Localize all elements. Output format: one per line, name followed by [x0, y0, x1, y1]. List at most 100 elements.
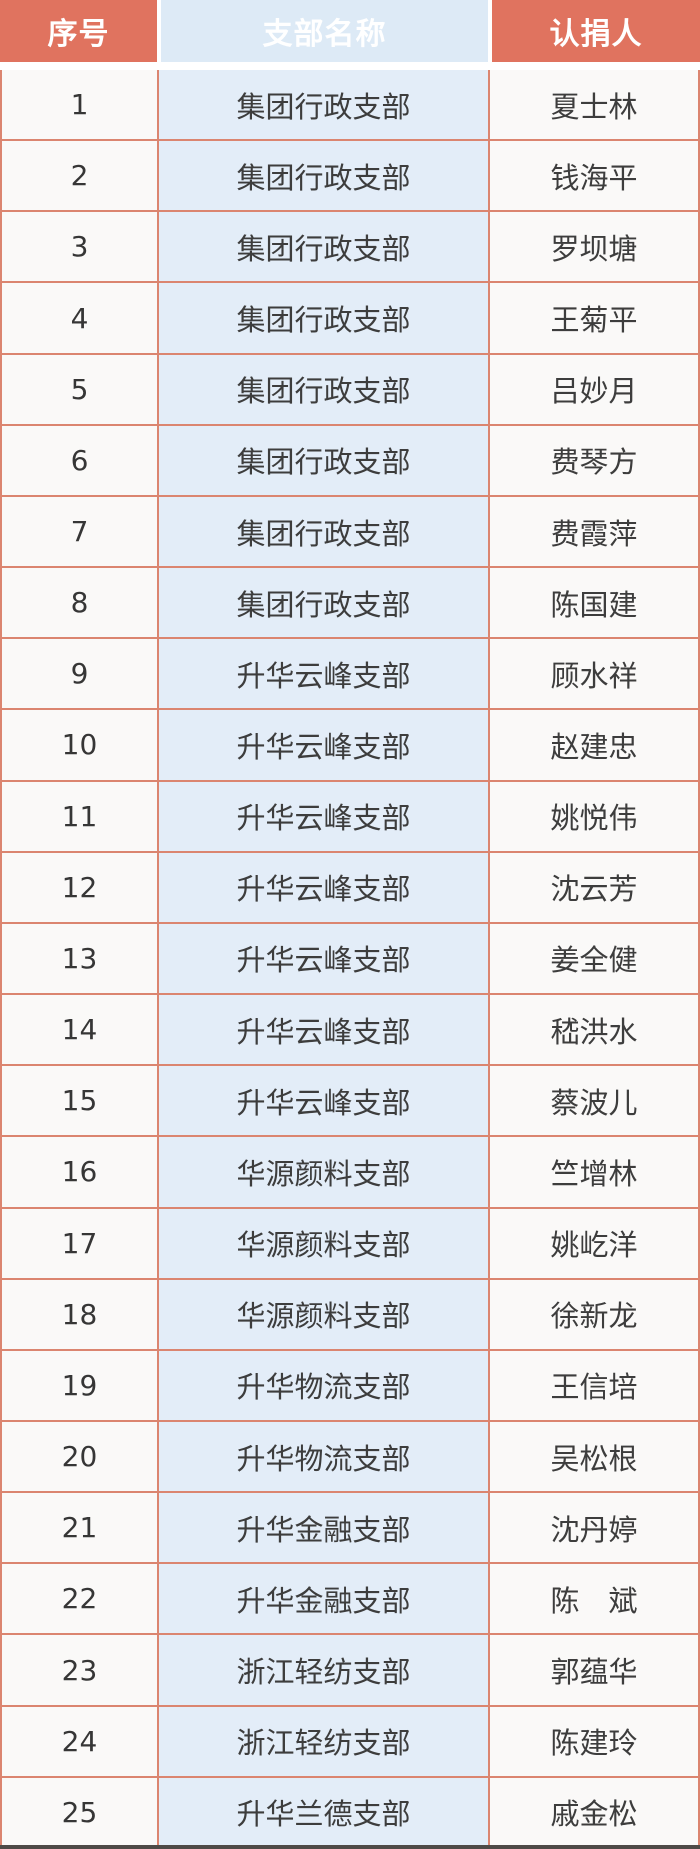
table-row: 23 浙江轻纺支部 郭蕴华 [0, 1635, 700, 1707]
table-row: 4 集团行政支部 王菊平 [0, 283, 700, 355]
table-row: 22 升华金融支部 陈 斌 [0, 1564, 700, 1636]
row-index-cell: 16 [0, 1137, 157, 1209]
row-index-cell: 21 [0, 1493, 157, 1565]
column-header-index: 序号 [0, 0, 157, 62]
row-index-cell: 3 [0, 212, 157, 284]
row-index-cell: 19 [0, 1350, 157, 1422]
row-index-cell: 14 [0, 995, 157, 1067]
donor-name-cell: 沈云芳 [488, 852, 700, 924]
branch-name-cell: 升华云峰支部 [157, 1066, 488, 1138]
table-row: 12 升华云峰支部 沈云芳 [0, 852, 700, 924]
branch-name-cell: 华源颜料支部 [157, 1137, 488, 1209]
donor-name-cell: 戚金松 [488, 1777, 700, 1849]
branch-name-cell: 升华云峰支部 [157, 710, 488, 782]
table-row: 1 集团行政支部 夏士林 [0, 70, 700, 142]
donor-name-cell: 顾水祥 [488, 639, 700, 711]
row-index-cell: 22 [0, 1564, 157, 1636]
table-row: 21 升华金融支部 沈丹婷 [0, 1493, 700, 1565]
branch-name-cell: 升华金融支部 [157, 1564, 488, 1636]
donor-name-cell: 赵建忠 [488, 710, 700, 782]
donor-name-cell: 竺增林 [488, 1137, 700, 1209]
table-row: 14 升华云峰支部 嵇洪水 [0, 995, 700, 1067]
table-row: 19 升华物流支部 王信培 [0, 1350, 700, 1422]
branch-name-cell: 集团行政支部 [157, 496, 488, 569]
row-index-cell: 8 [0, 568, 157, 640]
donor-name-cell: 徐新龙 [488, 1279, 700, 1351]
table-row: 24 浙江轻纺支部 陈建玲 [0, 1706, 700, 1778]
donor-name-cell: 费琴方 [488, 425, 700, 497]
donor-name-cell: 陈 斌 [488, 1564, 700, 1636]
donor-name-cell: 罗坝塘 [488, 212, 700, 284]
column-header-donor: 认捐人 [488, 0, 700, 62]
donor-name-cell: 王信培 [488, 1350, 700, 1422]
row-index-cell: 1 [0, 70, 157, 142]
donor-name-cell: 沈丹婷 [488, 1493, 700, 1565]
donor-name-cell: 郭蕴华 [488, 1635, 700, 1707]
table-row: 16 华源颜料支部 竺增林 [0, 1137, 700, 1209]
donor-name-cell: 吕妙月 [488, 354, 700, 426]
branch-name-cell: 升华云峰支部 [157, 639, 488, 711]
branch-name-cell: 升华云峰支部 [157, 781, 488, 853]
donor-name-cell: 王菊平 [488, 283, 700, 355]
table-row: 6 集团行政支部 费琴方 [0, 425, 700, 497]
table-header-row: 序号 支部名称 认捐人 [0, 0, 700, 62]
branch-name-cell: 升华云峰支部 [157, 852, 488, 924]
branch-name-cell: 集团行政支部 [157, 425, 488, 497]
row-index-cell: 7 [0, 496, 157, 569]
row-index-cell: 9 [0, 639, 157, 711]
donor-name-cell: 夏士林 [488, 70, 700, 142]
donor-name-cell: 姜全健 [488, 923, 700, 996]
branch-name-cell: 升华兰德支部 [157, 1777, 488, 1849]
row-index-cell: 23 [0, 1635, 157, 1707]
row-index-cell: 17 [0, 1208, 157, 1280]
row-index-cell: 20 [0, 1421, 157, 1494]
branch-name-cell: 升华云峰支部 [157, 923, 488, 996]
row-index-cell: 10 [0, 710, 157, 782]
table-row: 11 升华云峰支部 姚悦伟 [0, 781, 700, 853]
table-row: 8 集团行政支部 陈国建 [0, 568, 700, 640]
row-index-cell: 25 [0, 1777, 157, 1849]
branch-name-cell: 集团行政支部 [157, 283, 488, 355]
donor-name-cell: 陈国建 [488, 568, 700, 640]
branch-name-cell: 升华物流支部 [157, 1350, 488, 1422]
row-index-cell: 11 [0, 781, 157, 853]
branch-name-cell: 华源颜料支部 [157, 1208, 488, 1280]
row-index-cell: 6 [0, 425, 157, 497]
row-index-cell: 4 [0, 283, 157, 355]
table-row: 10 升华云峰支部 赵建忠 [0, 710, 700, 782]
branch-name-cell: 浙江轻纺支部 [157, 1635, 488, 1707]
donor-name-cell: 姚屹洋 [488, 1208, 700, 1280]
donor-name-cell: 吴松根 [488, 1421, 700, 1494]
table-row: 17 华源颜料支部 姚屹洋 [0, 1208, 700, 1280]
branch-name-cell: 集团行政支部 [157, 354, 488, 426]
table-row: 3 集团行政支部 罗坝塘 [0, 212, 700, 284]
table-row: 5 集团行政支部 吕妙月 [0, 354, 700, 426]
row-index-cell: 15 [0, 1066, 157, 1138]
branch-name-cell: 升华云峰支部 [157, 995, 488, 1067]
branch-name-cell: 升华金融支部 [157, 1493, 488, 1565]
table-row: 7 集团行政支部 费霞萍 [0, 496, 700, 569]
donor-name-cell: 钱海平 [488, 141, 700, 213]
row-index-cell: 2 [0, 141, 157, 213]
table-row: 15 升华云峰支部 蔡波儿 [0, 1066, 700, 1138]
row-index-cell: 18 [0, 1279, 157, 1351]
branch-name-cell: 集团行政支部 [157, 568, 488, 640]
row-index-cell: 13 [0, 923, 157, 996]
donor-name-cell: 蔡波儿 [488, 1066, 700, 1138]
branch-name-cell: 升华物流支部 [157, 1421, 488, 1494]
donor-name-cell: 费霞萍 [488, 496, 700, 569]
branch-name-cell: 集团行政支部 [157, 141, 488, 213]
table-row: 18 华源颜料支部 徐新龙 [0, 1279, 700, 1351]
donor-name-cell: 嵇洪水 [488, 995, 700, 1067]
table-row: 25 升华兰德支部 戚金松 [0, 1777, 700, 1849]
branch-name-cell: 集团行政支部 [157, 70, 488, 142]
table-body: 1 集团行政支部 夏士林 2 集团行政支部 钱海平 3 集团行政支部 罗坝塘 4… [0, 70, 700, 1849]
table-row: 20 升华物流支部 吴松根 [0, 1421, 700, 1494]
donor-name-cell: 陈建玲 [488, 1706, 700, 1778]
row-index-cell: 12 [0, 852, 157, 924]
column-header-branch: 支部名称 [157, 0, 488, 62]
branch-name-cell: 浙江轻纺支部 [157, 1706, 488, 1778]
donor-name-cell: 姚悦伟 [488, 781, 700, 853]
bottom-edge-line [0, 1845, 700, 1849]
